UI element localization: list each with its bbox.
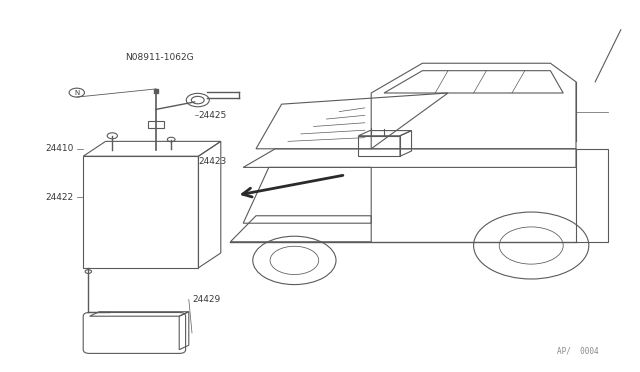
Text: N08911-1062G: N08911-1062G	[125, 53, 193, 62]
Bar	[148, 121, 164, 128]
Text: N: N	[74, 90, 79, 96]
Text: 24425: 24425	[198, 111, 227, 120]
Text: 24410: 24410	[45, 144, 74, 153]
Bar	[358, 136, 400, 156]
Text: 24422: 24422	[45, 193, 74, 202]
Text: 24423: 24423	[198, 157, 227, 166]
Text: AP/  0004: AP/ 0004	[557, 346, 598, 355]
Text: 24429: 24429	[192, 295, 220, 304]
